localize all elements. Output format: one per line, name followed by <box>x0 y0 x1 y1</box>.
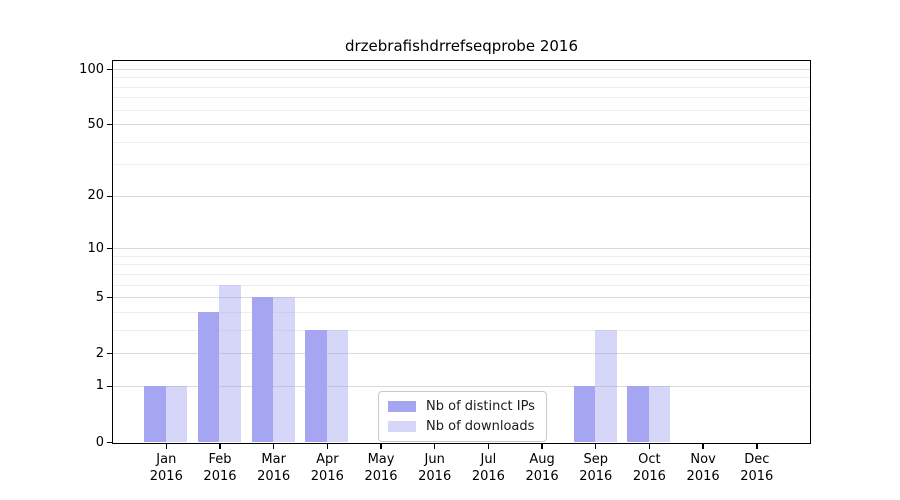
minor-gridline <box>113 284 810 286</box>
bar-distinct-ips <box>573 385 596 442</box>
x-tick-label: Jul 2016 <box>471 452 505 484</box>
y-tick-label: 100 <box>79 61 104 77</box>
y-tick-label: 5 <box>95 289 104 305</box>
minor-gridline <box>113 164 810 166</box>
bar-downloads <box>648 385 671 442</box>
plot-inner: Nb of distinct IPs Nb of downloads <box>113 61 810 443</box>
y-tick-label: 0 <box>95 434 104 450</box>
minor-gridline <box>113 141 810 143</box>
bar-downloads <box>326 329 349 442</box>
minor-gridline <box>113 109 810 111</box>
chart-title: drzebrafishdrrefseqprobe 2016 <box>344 37 578 55</box>
bar-distinct-ips <box>305 329 327 442</box>
x-tick-label: May 2016 <box>364 452 398 484</box>
minor-gridline <box>113 97 810 99</box>
minor-gridline <box>113 311 810 313</box>
legend-swatch-distinct-ips <box>388 401 416 412</box>
y-tick-mark <box>107 195 112 198</box>
plot-area: Nb of distinct IPs Nb of downloads <box>112 60 811 444</box>
x-tick-label: Aug 2016 <box>525 452 559 484</box>
y-tick-label: 1 <box>95 378 104 394</box>
legend-item-distinct-ips: Nb of distinct IPs <box>388 399 535 414</box>
major-gridline <box>113 297 810 299</box>
x-tick-label: Mar 2016 <box>257 452 291 484</box>
x-tick-mark <box>594 444 597 449</box>
y-tick-label: 20 <box>87 188 104 204</box>
minor-gridline <box>113 329 810 331</box>
minor-gridline <box>113 264 810 266</box>
y-tick-mark <box>107 68 112 71</box>
bar-downloads <box>273 297 295 442</box>
minor-gridline <box>113 255 810 257</box>
x-tick-mark <box>648 444 651 449</box>
minor-gridline <box>113 77 810 79</box>
major-gridline <box>113 69 810 70</box>
x-tick-label: Jan 2016 <box>149 452 183 484</box>
x-tick-label: Nov 2016 <box>686 452 720 484</box>
bar-distinct-ips <box>251 297 274 442</box>
x-tick-label: Oct 2016 <box>632 452 666 484</box>
legend-label-downloads: Nb of downloads <box>426 419 535 434</box>
legend-swatch-downloads <box>388 421 416 432</box>
bar-distinct-ips <box>627 385 649 442</box>
major-gridline <box>113 353 810 355</box>
major-gridline <box>113 385 810 387</box>
x-tick-mark <box>326 444 329 449</box>
y-tick-label: 50 <box>87 116 104 132</box>
x-tick-label: Apr 2016 <box>310 452 344 484</box>
legend-label-distinct-ips: Nb of distinct IPs <box>426 399 535 414</box>
bar-distinct-ips <box>197 311 220 442</box>
y-tick-mark <box>107 385 112 388</box>
legend-item-downloads: Nb of downloads <box>388 419 535 434</box>
minor-gridline <box>113 86 810 88</box>
x-tick-label: Jun 2016 <box>418 452 452 484</box>
major-gridline <box>113 124 810 126</box>
y-tick-mark <box>107 247 112 250</box>
x-tick-mark <box>272 444 275 449</box>
minor-gridline <box>113 273 810 275</box>
x-tick-mark <box>487 444 490 449</box>
legend: Nb of distinct IPs Nb of downloads <box>378 391 547 442</box>
x-tick-mark <box>380 444 382 449</box>
y-tick-label: 10 <box>87 240 104 256</box>
major-gridline <box>113 195 810 197</box>
x-tick-label: Feb 2016 <box>203 452 237 484</box>
x-tick-mark <box>702 444 704 449</box>
y-tick-mark <box>107 296 112 299</box>
x-tick-mark <box>756 444 758 449</box>
x-tick-mark <box>433 444 436 449</box>
x-tick-label: Sep 2016 <box>579 452 613 484</box>
x-tick-label: Dec 2016 <box>740 452 774 484</box>
bar-downloads <box>165 385 188 442</box>
y-tick-label: 2 <box>95 345 104 361</box>
x-tick-mark <box>165 444 168 449</box>
major-gridline <box>113 248 810 250</box>
bar-distinct-ips <box>144 385 166 442</box>
y-tick-mark <box>107 123 112 126</box>
bar-downloads <box>219 284 241 442</box>
y-tick-mark <box>107 352 112 355</box>
x-tick-mark <box>541 444 543 449</box>
x-tick-mark <box>219 444 221 449</box>
y-tick-mark <box>107 441 112 444</box>
bar-downloads <box>595 329 617 442</box>
